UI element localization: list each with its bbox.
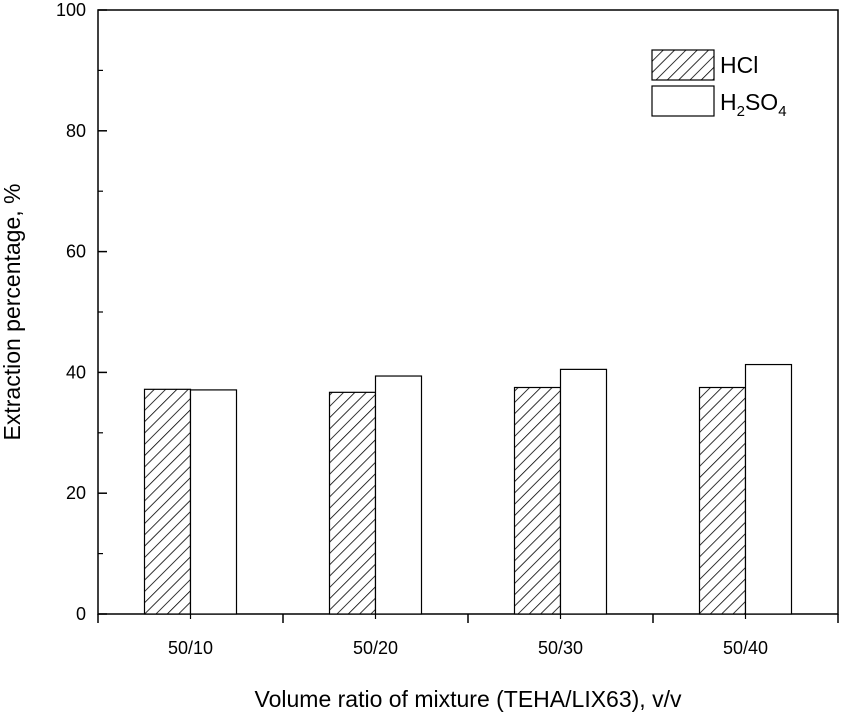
bar-h2so4-50-30 — [559, 368, 608, 615]
bar-hcl-50-40 — [698, 386, 747, 615]
legend-swatch-hcl — [651, 49, 715, 81]
x-axis: 50/10 50/20 50/30 50/40 — [97, 614, 839, 658]
legend: HCl H2SO4 — [651, 49, 787, 120]
x-axis-title: Volume ratio of mixture (TEHA/LIX63), v/… — [255, 686, 682, 712]
legend-h2so4-h: H — [720, 89, 737, 115]
y-tick-label: 20 — [66, 483, 86, 503]
y-tick-label: 40 — [66, 362, 86, 382]
x-tick-label: 50/40 — [723, 638, 768, 658]
bar-hcl-50-20 — [328, 391, 377, 615]
bar-h2so4-50-20 — [374, 375, 423, 615]
x-tick-label: 50/30 — [538, 638, 583, 658]
legend-swatch-h2so4 — [651, 85, 715, 117]
bar-hcl-50-10 — [143, 388, 192, 615]
legend-h2so4-sub2: 4 — [778, 103, 786, 120]
legend-label-h2so4: H2SO4 — [720, 89, 787, 120]
y-tick-label: 80 — [66, 121, 86, 141]
y-axis: 0 20 40 60 80 100 — [56, 0, 107, 624]
y-tick-label: 100 — [56, 0, 86, 20]
x-tick-label: 50/10 — [168, 638, 213, 658]
y-tick-label: 0 — [76, 604, 86, 624]
x-tick-label: 50/20 — [353, 638, 398, 658]
bar-h2so4-50-40 — [744, 363, 793, 615]
legend-h2so4-sub1: 2 — [737, 103, 745, 120]
y-tick-label: 60 — [66, 242, 86, 262]
y-axis-title: Extraction percentage, % — [0, 184, 25, 441]
legend-h2so4-so: SO — [745, 89, 778, 115]
bars-group — [143, 363, 793, 615]
legend-label-hcl: HCl — [720, 52, 758, 78]
bar-hcl-50-30 — [513, 386, 562, 615]
bar-h2so4-50-10 — [189, 389, 238, 615]
